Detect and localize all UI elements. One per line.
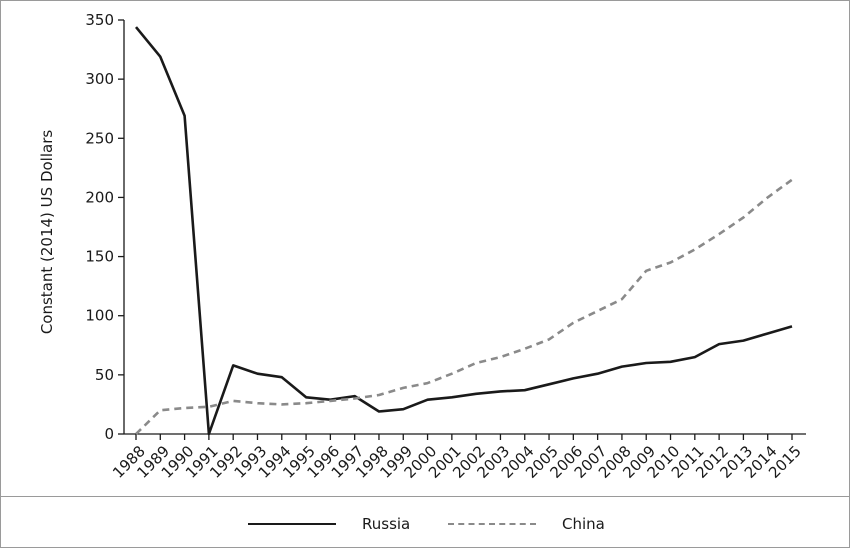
legend-item-russia: Russia bbox=[248, 512, 410, 536]
legend-item-china: China bbox=[448, 512, 605, 536]
series-line-russia bbox=[134, 26, 793, 436]
y-tick-label: 100 bbox=[85, 307, 114, 325]
series-line-china bbox=[135, 178, 793, 435]
y-axis-label: Constant (2014) US Dollars bbox=[38, 130, 56, 335]
legend-swatch-russia bbox=[248, 523, 336, 525]
y-tick-label: 300 bbox=[85, 70, 114, 88]
legend-label-russia: Russia bbox=[362, 515, 411, 533]
legend-swatch-china bbox=[448, 523, 536, 525]
y-tick-label: 350 bbox=[85, 11, 114, 29]
y-tick-label: 0 bbox=[104, 425, 114, 443]
legend-label-china: China bbox=[562, 515, 605, 533]
y-tick-label: 50 bbox=[95, 366, 114, 384]
y-tick-label: 250 bbox=[85, 129, 114, 147]
x-axis-ticks: 1988198919901991199219931994199519961997… bbox=[109, 434, 805, 482]
y-axis-ticks: 0 50 100 150 200 250 300 350 bbox=[85, 11, 124, 443]
axes bbox=[123, 20, 806, 435]
series-lines bbox=[134, 26, 793, 436]
legend-divider bbox=[0, 496, 850, 497]
legend: Russia China bbox=[0, 512, 850, 536]
y-tick-label: 200 bbox=[85, 188, 114, 206]
y-tick-label: 150 bbox=[85, 248, 114, 266]
line-chart: 0 50 100 150 200 250 300 350 198819891990199119… bbox=[38, 11, 806, 482]
